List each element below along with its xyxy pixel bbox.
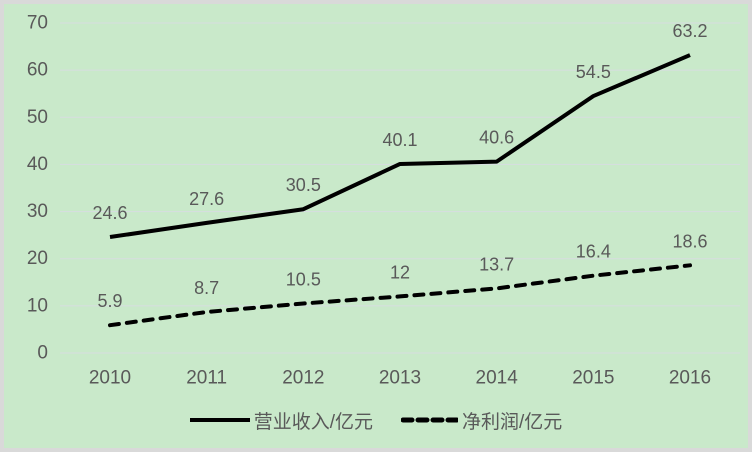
y-axis-tick-label: 50: [27, 107, 48, 128]
data-label: 5.9: [97, 291, 122, 311]
data-label: 40.6: [479, 128, 514, 148]
y-axis-tick-label: 60: [27, 60, 48, 81]
data-label: 54.5: [576, 62, 611, 82]
data-label: 16.4: [576, 242, 611, 262]
data-label: 24.6: [92, 203, 127, 223]
data-label: 10.5: [286, 270, 321, 290]
y-axis-tick-label: 70: [27, 13, 48, 34]
legend-label-revenue: 营业收入/亿元: [253, 411, 373, 433]
series-line-profit: [108, 263, 692, 328]
x-axis-tick-label: 2015: [572, 368, 614, 389]
x-axis-tick-label: 2011: [186, 368, 227, 389]
x-axis-tick-label: 2012: [282, 368, 324, 389]
y-axis-tick-label: 0: [37, 343, 48, 364]
data-label: 27.6: [189, 189, 224, 209]
data-label: 30.5: [286, 175, 321, 195]
y-axis-tick-label: 10: [27, 295, 48, 316]
y-axis-tick-label: 20: [27, 248, 48, 269]
x-axis-tick-label: 2010: [89, 368, 131, 389]
x-axis-tick-label: 2013: [379, 368, 421, 389]
legend-item-revenue: 营业收入/亿元: [189, 407, 373, 434]
data-label: 18.6: [672, 231, 707, 251]
series-line-revenue: [109, 53, 691, 240]
legend-item-profit: 净利润/亿元: [401, 407, 562, 434]
data-label: 8.7: [194, 278, 219, 298]
y-axis-tick-label: 40: [27, 154, 48, 175]
dashed-line-sample-icon: [401, 417, 458, 423]
x-axis-tick-label: 2016: [669, 368, 711, 389]
legend-label-profit: 净利润/亿元: [462, 411, 563, 433]
x-axis-tick-label: 2014: [476, 368, 519, 389]
data-label: 63.2: [672, 21, 707, 41]
y-axis-tick-label: 30: [27, 201, 48, 222]
data-label: 12: [390, 262, 410, 282]
legend: 营业收入/亿元 净利润/亿元: [0, 407, 752, 433]
solid-line-sample-icon: [189, 418, 250, 422]
data-label: 40.1: [382, 130, 417, 150]
data-label: 13.7: [479, 254, 514, 274]
